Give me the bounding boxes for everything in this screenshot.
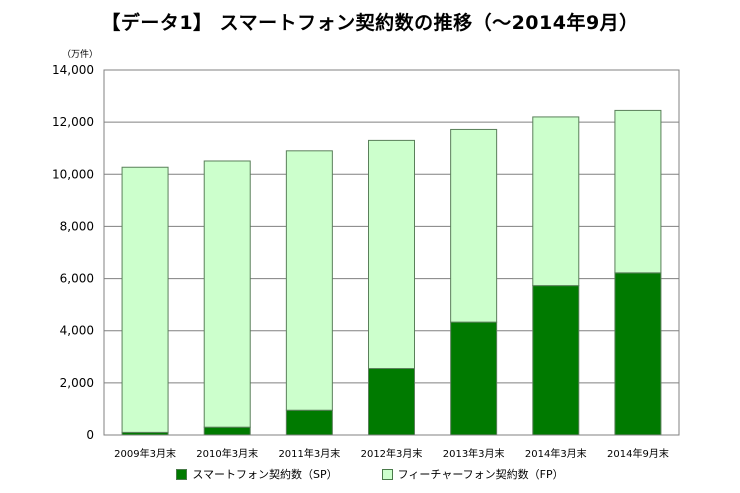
x-tick-label: 2014年3月末 (525, 447, 587, 460)
y-tick-label: 8,000 (60, 219, 94, 233)
x-tick-label: 2009年3月末 (114, 447, 176, 460)
y-tick-label: 12,000 (52, 115, 94, 129)
legend-label-fp: フィーチャーフォン契約数（FP） (397, 468, 564, 481)
legend-swatch-fp (381, 468, 393, 480)
y-axis-unit-label: （万件） (62, 50, 99, 60)
y-tick-label: 14,000 (52, 63, 94, 77)
y-tick-label: 4,000 (60, 324, 94, 338)
y-tick-label: 10,000 (52, 167, 94, 181)
legend-label-sp: スマートフォン契約数（SP） (192, 468, 338, 481)
x-axis-labels: 2009年3月末 2010年3月末 2011年3月末 2012年3月末 2013年3月末… (114, 447, 669, 460)
bar-sp (450, 321, 498, 436)
legend-swatch-sp (176, 468, 188, 480)
x-tick-label: 2011年3月末 (278, 447, 340, 460)
legend: スマートフォン契約数（SP） フィーチャーフォン契約数（FP） (0, 466, 740, 482)
bar-fp (532, 116, 580, 287)
x-tick-label: 2010年3月末 (196, 447, 258, 460)
bar-fp (285, 150, 333, 411)
bar-sp (203, 426, 251, 436)
bar-fp (614, 109, 662, 274)
y-tick-label: 2,000 (60, 376, 94, 390)
bar-sp (285, 409, 333, 436)
legend-item-sp: スマートフォン契約数（SP） (176, 466, 338, 482)
bar-fp (368, 139, 415, 370)
y-tick-label: 0 (86, 428, 94, 442)
bar-sp (532, 285, 580, 436)
x-tick-label: 2012年3月末 (361, 447, 423, 460)
bar-fp (450, 128, 498, 323)
bar-fp (121, 166, 169, 433)
y-tick-label: 6,000 (60, 272, 94, 286)
bar-sp (368, 368, 415, 436)
chart-title: 【データ1】 スマートフォン契約数の推移（～2014年9月） (101, 12, 639, 34)
legend-item-fp: フィーチャーフォン契約数（FP） (381, 466, 564, 482)
x-tick-label: 2013年3月末 (443, 447, 505, 460)
y-axis-ticks: 0 2,000 4,000 6,000 8,000 10,000 12,000 14,000 (52, 63, 94, 442)
bar-sp (614, 272, 662, 436)
plot-area-border (103, 69, 680, 436)
bar-fp (203, 160, 251, 428)
x-tick-label: 2014年9月末 (607, 447, 669, 460)
bars (121, 109, 662, 436)
